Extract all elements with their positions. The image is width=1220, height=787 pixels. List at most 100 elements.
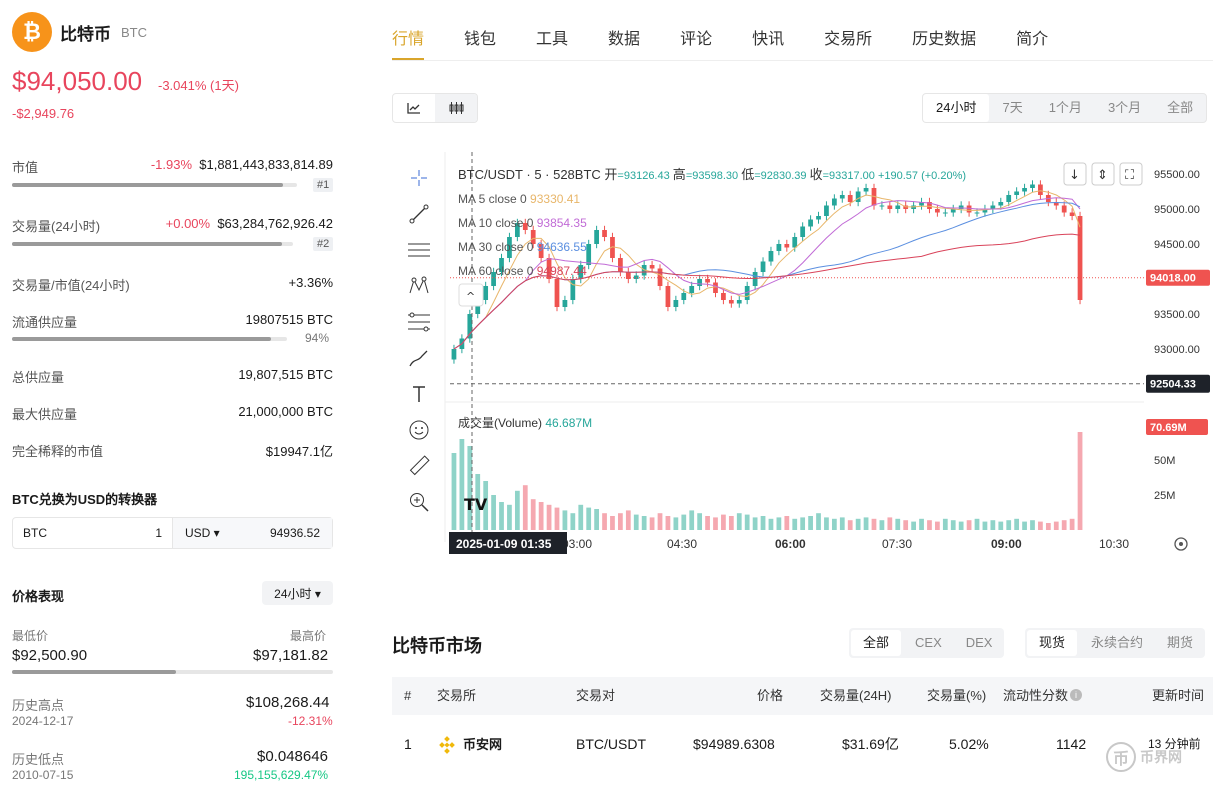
pattern-icon[interactable]	[400, 268, 438, 304]
range-1m[interactable]: 1个月	[1048, 100, 1082, 115]
collapse-icon[interactable]: ⇕	[1097, 168, 1108, 183]
tab-market[interactable]: 行情	[392, 0, 425, 60]
current-price-label: 94018.00	[1150, 273, 1196, 285]
converter-amount[interactable]: 1	[155, 526, 162, 540]
candle-body	[530, 230, 536, 244]
volume-bar	[530, 499, 536, 530]
candle-body	[713, 282, 718, 293]
volume-bar	[942, 518, 948, 530]
volume-bar	[657, 513, 663, 530]
volume-current-tag	[1146, 419, 1208, 435]
col-volume[interactable]: 交易量(24H)	[820, 688, 892, 703]
tab-wallet[interactable]: 钱包	[464, 31, 497, 48]
volume-bar	[499, 502, 504, 530]
ath-pct: -12.31%	[288, 714, 333, 728]
tab-tools[interactable]: 工具	[536, 31, 569, 48]
volume-bar	[467, 446, 473, 530]
filter-spot[interactable]: 现货	[1027, 630, 1078, 656]
emoji-icon[interactable]	[400, 412, 438, 448]
tab-intro[interactable]: 简介	[1016, 31, 1049, 48]
candle-body	[1077, 216, 1083, 300]
range-3m[interactable]: 3个月	[1107, 100, 1142, 115]
volume-bar	[514, 490, 520, 530]
volume-bar	[681, 514, 687, 530]
row-updated: 13 分钟前	[1148, 737, 1201, 751]
volume-bar	[919, 518, 924, 530]
col-liquidity[interactable]: 流动性分数	[1003, 688, 1069, 703]
tab-exchanges[interactable]: 交易所	[824, 31, 873, 48]
volume-bar	[641, 516, 647, 530]
line-chart-icon[interactable]	[393, 94, 435, 122]
circulating-row: 流通供应量 19807515 BTC	[12, 312, 333, 331]
parallel-lines-icon[interactable]	[400, 232, 438, 268]
volume-bar	[728, 516, 734, 530]
candle-body	[1022, 188, 1027, 192]
tab-news[interactable]: 快讯	[752, 31, 785, 48]
crosshair-price-label: 92504.33	[1150, 379, 1196, 391]
volume-tick-label: 50M	[1154, 455, 1175, 467]
candle-body	[689, 286, 695, 293]
candlestick-icon[interactable]	[435, 94, 477, 122]
tab-data[interactable]: 数据	[608, 31, 641, 48]
range-24h[interactable]: 24小时	[923, 94, 990, 122]
price-chart[interactable]: BTC/USDT · 5 · 528BTC 开=93126.43 高=93598…	[392, 152, 1213, 557]
col-volume-pct[interactable]: 交易量(%)	[927, 688, 987, 703]
filter-cex[interactable]: CEX	[915, 635, 942, 650]
fullscreen-icon-frame[interactable]	[1119, 162, 1143, 186]
range-7d[interactable]: 7天	[1002, 100, 1023, 115]
volume-bar	[895, 518, 901, 530]
converter-from-input[interactable]: BTC 1	[13, 518, 173, 548]
volume-bar	[625, 510, 631, 530]
scroll-up-button[interactable]	[458, 283, 484, 307]
filter-futures[interactable]: 期货	[1167, 635, 1194, 650]
performance-period-select[interactable]: 24小时 ▾	[262, 581, 333, 605]
trendline-icon[interactable]	[400, 196, 438, 232]
info-icon[interactable]: i	[1070, 689, 1082, 701]
tab-history[interactable]: 历史数据	[912, 31, 977, 48]
exchange-name[interactable]: 币安网	[463, 737, 503, 752]
filter-dex[interactable]: DEX	[965, 635, 993, 650]
candle-body	[760, 261, 766, 272]
volume-rank-badge: #2	[313, 237, 334, 251]
row-exchange[interactable]: 币安网	[437, 724, 502, 765]
volume-bar	[594, 509, 599, 530]
filter-all[interactable]: 全部	[851, 630, 902, 656]
volume-bar	[903, 520, 909, 530]
range-all[interactable]: 全部	[1167, 100, 1194, 115]
y-tick-label: 95500.00	[1154, 169, 1200, 181]
ruler-icon[interactable]	[400, 448, 438, 484]
current-price: $94,050.00	[12, 66, 143, 96]
candle-body	[736, 300, 742, 304]
candle-body	[451, 349, 457, 360]
market-table-header: # 交易所 交易对 价格 交易量(24H) 交易量(%) 流动性分数 i 更新时…	[392, 677, 1213, 715]
tab-comments[interactable]: 评论	[680, 31, 713, 48]
x-tick-label: 07:30	[882, 537, 912, 551]
fullscreen-icon[interactable]: ⛶	[1124, 168, 1135, 183]
volume-bar	[800, 517, 806, 530]
filter-perpetual[interactable]: 永续合约	[1091, 635, 1144, 650]
candle-body	[649, 265, 655, 269]
download-icon[interactable]: ↓	[1069, 168, 1080, 183]
download-icon-frame[interactable]	[1063, 162, 1087, 186]
crosshair-icon[interactable]	[400, 160, 438, 196]
candle-body	[618, 258, 623, 272]
brush-icon[interactable]	[400, 340, 438, 376]
collapse-icon-frame[interactable]	[1091, 162, 1115, 186]
chart-type-toggle	[392, 93, 478, 123]
fib-icon[interactable]	[400, 304, 438, 340]
col-price[interactable]: 价格	[757, 688, 784, 703]
table-row[interactable]: 1 币安网 BTC/USDT $94989.6308 $31.69亿 5.02%…	[392, 724, 1213, 764]
candle-body	[935, 209, 940, 213]
volume-bar	[610, 516, 615, 530]
candle-body	[681, 293, 687, 300]
converter-to[interactable]: USD ▾ 94936.52	[173, 518, 332, 548]
text-icon[interactable]	[400, 376, 438, 412]
candle-body	[847, 195, 853, 202]
contract-type-filter: 现货 永续合约 期货	[1025, 628, 1206, 658]
candle-body	[816, 216, 821, 220]
volume-bar	[705, 516, 710, 530]
candle-body	[491, 272, 496, 286]
zoom-icon[interactable]	[400, 484, 438, 520]
converter-to-currency-select[interactable]: USD ▾	[185, 526, 220, 540]
settings-icon[interactable]	[1174, 537, 1188, 551]
